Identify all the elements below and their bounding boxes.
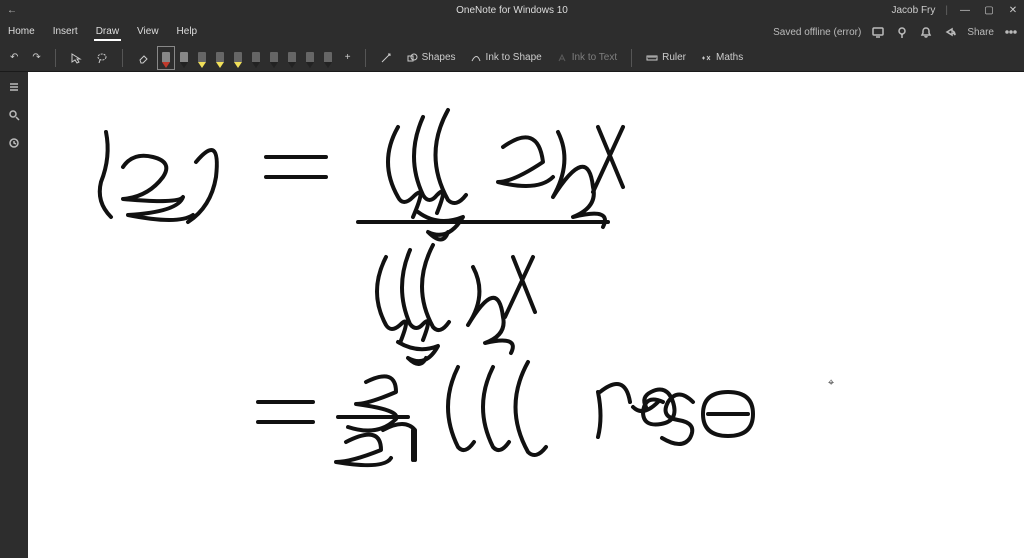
ink-canvas[interactable]: ⌖: [28, 72, 1024, 558]
pen-8[interactable]: [303, 48, 317, 68]
user-name-label: Jacob Fry: [891, 5, 935, 16]
close-button[interactable]: ✕: [1006, 5, 1020, 16]
cursor-draw-button[interactable]: [376, 50, 396, 66]
menu-draw[interactable]: Draw: [94, 24, 121, 41]
pen-4[interactable]: [231, 48, 245, 68]
add-pen-button[interactable]: +: [341, 50, 355, 65]
share-button[interactable]: Share: [967, 27, 994, 38]
pen-6[interactable]: [267, 48, 281, 68]
menu-insert[interactable]: Insert: [51, 24, 80, 41]
titlebar: ← OneNote for Windows 10 Jacob Fry | — ▢…: [0, 0, 1024, 20]
cursor-icon: ⌖: [828, 377, 834, 390]
share-icon[interactable]: [943, 25, 957, 39]
ruler-button[interactable]: Ruler: [642, 50, 690, 66]
draw-ribbon: ↶ ↷ + Shapes Ink to Shape Ink to Text Ru…: [0, 44, 1024, 72]
lightbulb-icon[interactable]: [895, 25, 909, 39]
save-status-label: Saved offline (error): [773, 27, 861, 38]
notifications-icon[interactable]: [919, 25, 933, 39]
pen-9[interactable]: [321, 48, 335, 68]
ruler-label: Ruler: [662, 52, 686, 63]
maximize-button[interactable]: ▢: [982, 5, 996, 16]
minimize-button[interactable]: —: [958, 5, 972, 16]
eraser-button[interactable]: [133, 50, 153, 66]
menubar: Home Insert Draw View Help Saved offline (er…: [0, 20, 1024, 44]
text-select-button[interactable]: [66, 50, 86, 66]
maths-label: Maths: [716, 52, 743, 63]
shapes-label: Shapes: [422, 52, 456, 63]
pen-5[interactable]: [249, 48, 263, 68]
ink-to-shape-button[interactable]: Ink to Shape: [466, 50, 546, 66]
pen-1[interactable]: [177, 48, 191, 68]
back-button[interactable]: ←: [0, 5, 24, 16]
lasso-select-button[interactable]: [92, 50, 112, 66]
redo-button[interactable]: ↷: [28, 50, 44, 65]
menu-help[interactable]: Help: [175, 24, 200, 41]
menu-home[interactable]: Home: [6, 24, 37, 41]
pen-3[interactable]: [213, 48, 227, 68]
ink-to-text-button: Ink to Text: [552, 50, 621, 66]
main-area: ⌖: [0, 72, 1024, 558]
ink-strokes: [28, 72, 1024, 558]
app-title: OneNote for Windows 10: [456, 5, 568, 16]
recent-icon[interactable]: [7, 136, 21, 150]
pen-2[interactable]: [195, 48, 209, 68]
ink-to-text-label: Ink to Text: [572, 52, 617, 63]
pen-7[interactable]: [285, 48, 299, 68]
pen-0[interactable]: [159, 48, 173, 68]
menu-view[interactable]: View: [135, 24, 161, 41]
search-icon[interactable]: [7, 108, 21, 122]
left-nav-rail: [0, 72, 28, 558]
present-icon[interactable]: [871, 25, 885, 39]
shapes-button[interactable]: Shapes: [402, 50, 460, 66]
undo-button[interactable]: ↶: [6, 50, 22, 65]
maths-button[interactable]: Maths: [696, 50, 747, 66]
more-icon[interactable]: [1004, 25, 1018, 39]
nav-menu-icon[interactable]: [7, 80, 21, 94]
ink-to-shape-label: Ink to Shape: [486, 52, 542, 63]
